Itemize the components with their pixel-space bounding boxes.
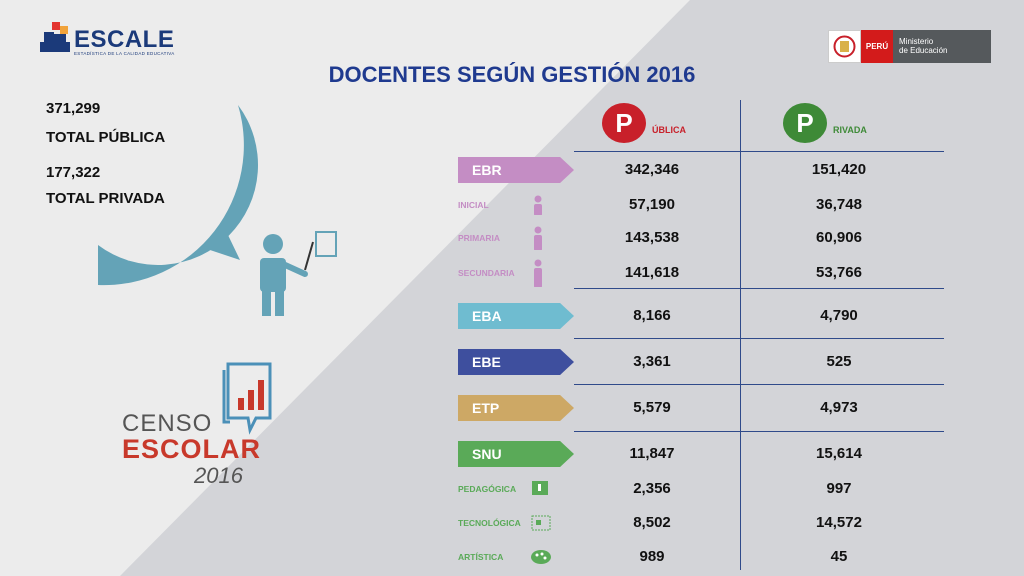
sub-private-value: 60,906 xyxy=(816,229,862,246)
donut-chart-segment xyxy=(98,105,258,286)
row-separator xyxy=(574,288,944,289)
group-public-value: 11,847 xyxy=(629,445,675,462)
group-label-ebr: EBR xyxy=(458,157,574,183)
escale-logo-icon xyxy=(40,22,70,52)
coat-of-arms-icon xyxy=(828,30,861,63)
person-small-icon xyxy=(530,195,550,216)
sub-label: TECNOLÓGICA xyxy=(458,518,521,528)
group-label-etp: ETP xyxy=(458,395,574,421)
teacher-icon xyxy=(260,231,337,316)
ministry-name: Ministerio de Educación xyxy=(893,30,991,63)
censo-line1: CENSO xyxy=(122,410,213,437)
group-private-value: 4,973 xyxy=(820,399,858,416)
group-label-ebe: EBE xyxy=(458,349,574,375)
group-private-value: 15,614 xyxy=(816,445,862,462)
group-public-value: 5,579 xyxy=(633,399,671,416)
group-label-eba: EBA xyxy=(458,303,574,329)
board-icon xyxy=(530,479,550,499)
circuit-icon xyxy=(530,513,551,533)
ministry-country: PERÚ xyxy=(861,30,893,63)
sub-label: PEDAGÓGICA xyxy=(458,484,517,494)
person-medium-icon xyxy=(530,226,550,251)
group-label-snu: SNU xyxy=(458,441,574,467)
sub-label: SECUNDARIA xyxy=(458,268,515,278)
group-public-value: 3,361 xyxy=(633,353,671,370)
sub-public-value: 141,618 xyxy=(624,264,680,281)
column-divider xyxy=(740,100,741,570)
palette-icon xyxy=(530,547,551,567)
sub-private-value: 14,572 xyxy=(816,514,862,531)
private-suffix: RIVADA xyxy=(833,125,867,135)
sub-public-value: 8,502 xyxy=(633,514,671,531)
sub-public-value: 143,538 xyxy=(624,229,680,246)
group-private-value: 4,790 xyxy=(820,307,858,324)
censo-line2: ESCOLAR xyxy=(122,434,262,464)
escale-logo-text: ESCALE xyxy=(74,26,175,53)
total-private-value: 177,322 xyxy=(46,164,101,181)
sub-public-value: 989 xyxy=(639,548,665,565)
row-separator xyxy=(574,338,944,339)
total-public-value: 371,299 xyxy=(46,100,101,117)
total-private-label: TOTAL PRIVADA xyxy=(46,190,165,207)
sub-label: PRIMARIA xyxy=(458,233,501,243)
group-public-value: 342,346 xyxy=(624,161,680,178)
ministry-logo: PERÚ Ministerio de Educación xyxy=(828,30,991,63)
sub-private-value: 997 xyxy=(826,480,852,497)
page-title: DOCENTES SEGÚN GESTIÓN 2016 xyxy=(328,62,696,87)
sub-label: INICIAL xyxy=(458,200,489,210)
sub-private-value: 53,766 xyxy=(816,264,862,281)
sub-public-value: 2,356 xyxy=(633,480,671,497)
table-top-line xyxy=(574,151,944,152)
escale-tagline: ESTADÍSTICA DE LA CALIDAD EDUCATIVA xyxy=(74,51,175,56)
group-private-value: 151,420 xyxy=(811,161,867,178)
censo-book-icon xyxy=(222,362,272,435)
group-private-value: 525 xyxy=(826,353,852,370)
sub-private-value: 36,748 xyxy=(816,196,862,213)
person-large-icon xyxy=(530,259,550,288)
group-public-value: 8,166 xyxy=(633,307,671,324)
row-separator xyxy=(574,431,944,432)
sub-public-value: 57,190 xyxy=(629,196,675,213)
row-separator xyxy=(574,384,944,385)
public-badge: P xyxy=(602,103,646,143)
sub-private-value: 45 xyxy=(830,548,848,565)
total-public-label: TOTAL PÚBLICA xyxy=(46,129,166,146)
sub-label: ARTÍSTICA xyxy=(458,552,504,562)
public-suffix: ÚBLICA xyxy=(652,125,686,135)
censo-line3: 2016 xyxy=(194,463,243,488)
private-badge: P xyxy=(783,103,827,143)
